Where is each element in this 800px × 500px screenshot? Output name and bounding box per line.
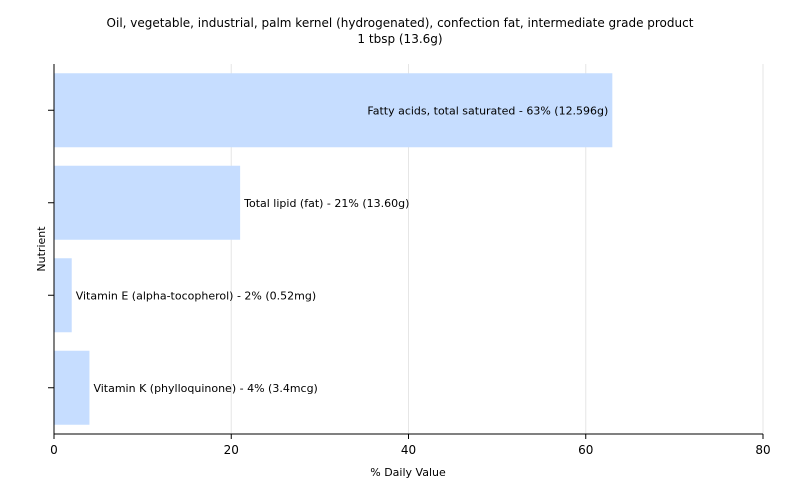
- chart-subtitle: 1 tbsp (13.6g): [357, 32, 443, 46]
- x-tick-label: 40: [401, 443, 416, 457]
- chart-title: Oil, vegetable, industrial, palm kernel …: [106, 16, 694, 30]
- bar-label: Vitamin K (phylloquinone) - 4% (3.4mcg): [93, 382, 317, 395]
- x-tick-label: 20: [224, 443, 239, 457]
- x-tick-label: 60: [578, 443, 593, 457]
- y-ticks: [48, 109, 54, 389]
- bar-label: Vitamin E (alpha-tocopherol) - 2% (0.52m…: [76, 289, 316, 302]
- x-tick-label: 80: [755, 443, 770, 457]
- bars: [54, 73, 613, 425]
- bar-labels: Fatty acids, total saturated - 63% (12.5…: [76, 104, 609, 395]
- x-tick-label: 0: [50, 443, 58, 457]
- y-axis-title: Nutrient: [35, 226, 48, 272]
- x-axis-title: % Daily Value: [370, 466, 446, 479]
- x-ticks: 0 20 40 60 80: [50, 434, 771, 457]
- bar: [54, 350, 90, 425]
- bar: [54, 258, 72, 333]
- bar: [54, 165, 241, 240]
- bar-label: Total lipid (fat) - 21% (13.60g): [243, 197, 409, 210]
- bar-label: Fatty acids, total saturated - 63% (12.5…: [367, 104, 608, 117]
- bar: [54, 73, 613, 148]
